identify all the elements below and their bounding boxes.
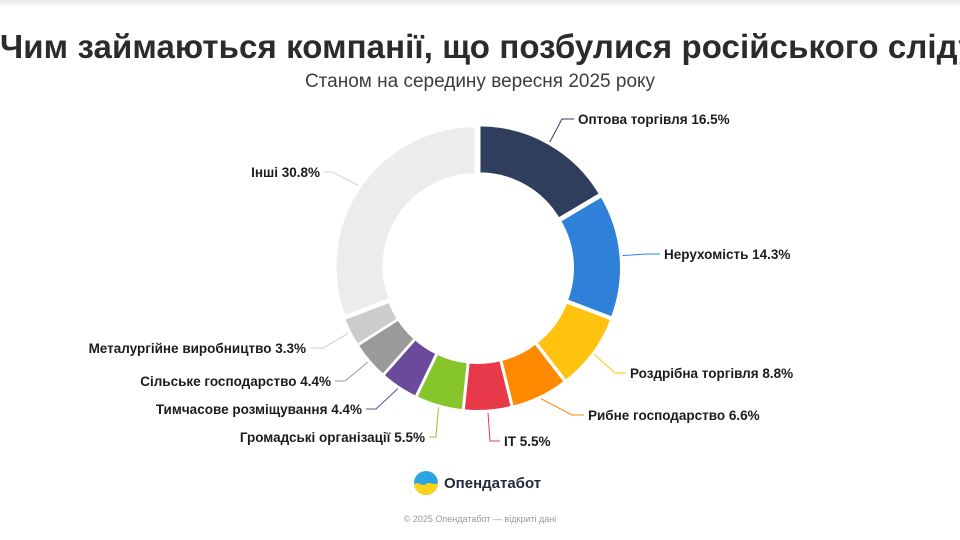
- leader-line: [429, 407, 439, 438]
- donut-slice: [462, 359, 513, 412]
- leader-line: [549, 118, 574, 143]
- leader-line: [335, 361, 369, 382]
- chart-title: Чим займаються компанії, що позбулися ро…: [0, 28, 960, 65]
- donut-slice: [334, 125, 477, 317]
- slice-label: Нерухомість 14.3%: [664, 247, 790, 262]
- leader-line: [594, 354, 626, 374]
- chart-subtitle: Станом на середину вересня 2025 року: [304, 71, 656, 92]
- footer-text: © 2025 Опендатабот — відкриті дані: [403, 514, 557, 524]
- slice-label: Оптова торгівля 16.5%: [578, 112, 730, 127]
- leader-line: [540, 398, 584, 416]
- donut-slice: [500, 342, 566, 408]
- slice-label: IT 5.5%: [504, 434, 551, 449]
- slice-label: Металургійне виробництво 3.3%: [89, 341, 306, 356]
- leader-line: [310, 332, 349, 349]
- slice-label: Інші 30.8%: [251, 165, 320, 180]
- brand-name: Опендатабот: [444, 474, 542, 492]
- leader-line: [487, 412, 500, 442]
- leader-line: [622, 253, 660, 256]
- donut-slice: [478, 124, 601, 220]
- donut-slice: [559, 195, 622, 319]
- slice-label: Рибне господарство 6.6%: [588, 408, 760, 423]
- donut-slice: [535, 301, 613, 382]
- leader-line: [366, 388, 399, 410]
- slice-label: Громадські організації 5.5%: [240, 430, 425, 445]
- opendatabot-logo-icon: [414, 471, 438, 495]
- brand-logo: Опендатабот: [414, 469, 541, 497]
- slice-label: Сільське господарство 4.4%: [140, 374, 331, 389]
- top-fade: [0, 0, 960, 8]
- donut-slice: [343, 300, 399, 346]
- slice-label: Тимчасове розміщування 4.4%: [156, 402, 362, 417]
- leader-line: [324, 171, 359, 187]
- slice-label: Роздрібна торгівля 8.8%: [630, 366, 793, 381]
